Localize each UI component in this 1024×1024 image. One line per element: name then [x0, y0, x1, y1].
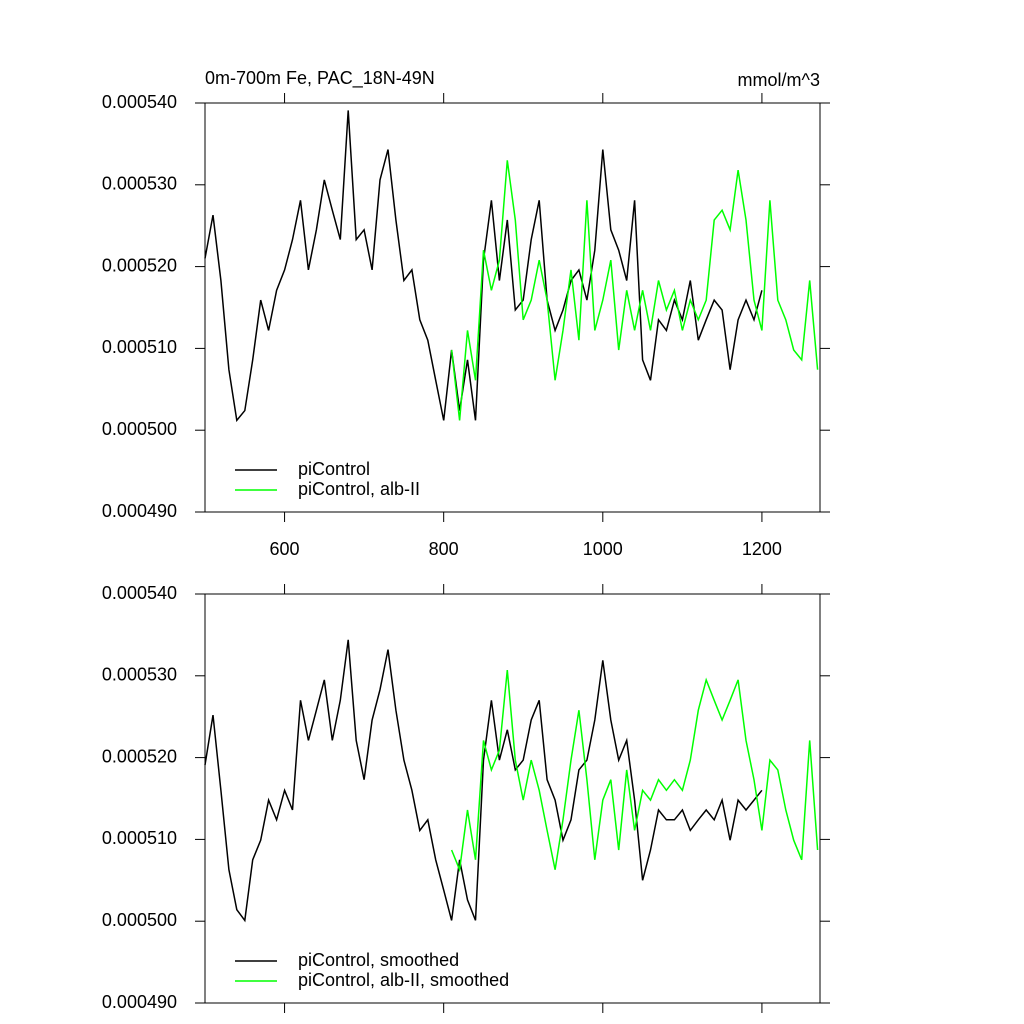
y-tick-label: 0.000490 [102, 992, 177, 1012]
legend-label: piControl, smoothed [298, 950, 459, 970]
series-line [204, 639, 763, 923]
units-label: mmol/m^3 [738, 70, 820, 90]
legend-label: piControl, alb-II, smoothed [298, 970, 509, 990]
y-tick-label: 0.000500 [102, 910, 177, 930]
y-tick-label: 0.000520 [102, 255, 177, 275]
y-tick-label: 0.000510 [102, 337, 177, 357]
y-tick-label: 0.000540 [102, 92, 177, 112]
legend-label: piControl, alb-II [298, 479, 420, 499]
y-tick-label: 0.000530 [102, 174, 177, 194]
series-line [450, 670, 819, 873]
legend-label: piControl [298, 459, 370, 479]
y-tick-label: 0.000520 [102, 746, 177, 766]
plot-frame [204, 593, 821, 1004]
series-line [204, 110, 763, 423]
x-tick-label: 800 [429, 539, 459, 559]
y-tick-label: 0.000490 [102, 501, 177, 521]
chart-title: 0m-700m Fe, PAC_18N-49N [205, 68, 435, 89]
y-tick-label: 0.000510 [102, 828, 177, 848]
x-tick-label: 600 [270, 539, 300, 559]
series-line [450, 160, 819, 421]
y-tick-label: 0.000530 [102, 665, 177, 685]
x-tick-label: 1000 [583, 539, 623, 559]
x-tick-label: 1200 [742, 539, 782, 559]
y-tick-label: 0.000540 [102, 583, 177, 603]
y-tick-label: 0.000500 [102, 419, 177, 439]
plot-frame [204, 102, 821, 513]
